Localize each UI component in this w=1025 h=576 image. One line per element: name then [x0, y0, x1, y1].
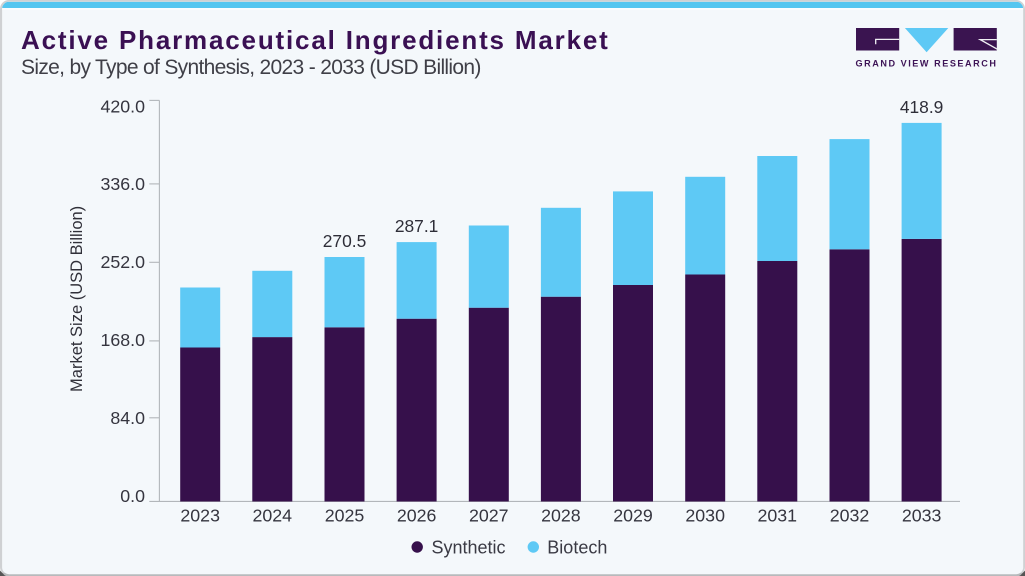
svg-text:2030: 2030	[685, 506, 725, 526]
svg-text:2023: 2023	[180, 506, 220, 526]
svg-text:2025: 2025	[325, 506, 365, 526]
svg-text:252.0: 252.0	[101, 252, 146, 272]
svg-text:287.1: 287.1	[395, 216, 439, 236]
svg-text:GRAND VIEW RESEARCH: GRAND VIEW RESEARCH	[856, 59, 998, 70]
svg-text:336.0: 336.0	[101, 174, 146, 194]
svg-text:2032: 2032	[830, 506, 870, 526]
svg-text:Synthetic: Synthetic	[432, 538, 506, 558]
svg-text:Size, by Type of Synthesis, 20: Size, by Type of Synthesis, 2023 - 2033 …	[21, 56, 481, 79]
svg-text:420.0: 420.0	[101, 97, 146, 117]
svg-text:168.0: 168.0	[101, 330, 146, 350]
svg-text:Active Pharmaceutical Ingredie: Active Pharmaceutical Ingredients Market	[21, 25, 608, 55]
svg-text:Biotech: Biotech	[547, 538, 607, 558]
svg-text:2028: 2028	[541, 506, 581, 526]
svg-text:2024: 2024	[253, 506, 293, 526]
svg-text:2029: 2029	[613, 506, 653, 526]
svg-text:Market Size (USD Billion): Market Size (USD Billion)	[68, 206, 86, 392]
svg-text:2027: 2027	[469, 506, 509, 526]
svg-text:2033: 2033	[902, 506, 942, 526]
svg-text:418.9: 418.9	[900, 97, 944, 117]
svg-text:2026: 2026	[397, 506, 437, 526]
svg-text:0.0: 0.0	[120, 486, 145, 506]
svg-text:2031: 2031	[758, 506, 798, 526]
svg-text:270.5: 270.5	[323, 231, 367, 251]
svg-text:84.0: 84.0	[110, 408, 145, 428]
